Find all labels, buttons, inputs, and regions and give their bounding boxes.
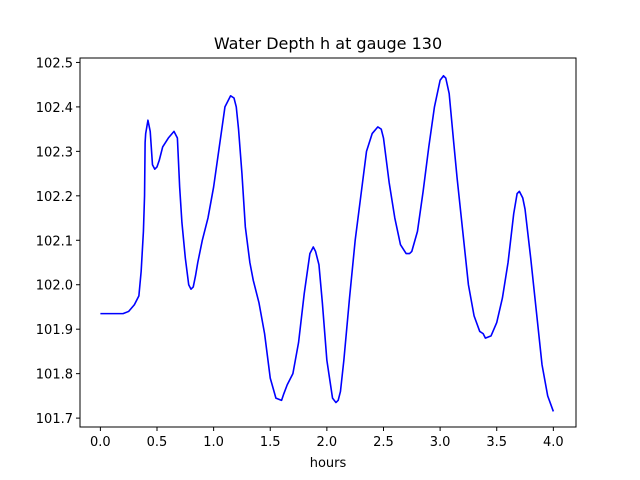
x-tick-label: 1.0: [203, 435, 224, 450]
y-tick-label: 102.4: [36, 101, 73, 116]
y-tick-label: 102.5: [36, 56, 73, 71]
x-tick-label: 2.5: [373, 435, 394, 450]
x-axis: 0.0 0.5 1.0 1.5 2.0 2.5 3.0 3.5 4.0: [90, 427, 564, 450]
x-tick-label: 3.5: [486, 435, 507, 450]
plot-frame: [79, 57, 577, 428]
y-tick-label: 101.8: [36, 368, 73, 383]
x-axis-label: hours: [310, 456, 347, 471]
y-axis: 101.7 101.8 101.9 102.0 102.1 102.2 102.3 102.4…: [36, 56, 80, 427]
y-tick-label: 101.7: [36, 412, 73, 427]
plot-area: [100, 74, 555, 412]
x-tick-label: 3.0: [430, 435, 451, 450]
chart-title: Water Depth h at gauge 130: [214, 34, 442, 53]
y-tick-label: 102.0: [36, 279, 73, 294]
y-tick-label: 102.3: [36, 145, 73, 160]
y-tick-label: 102.2: [36, 190, 73, 205]
y-tick-label: 102.1: [36, 234, 73, 249]
y-tick-label: 101.9: [36, 323, 73, 338]
series-line-0: [100, 74, 555, 412]
x-tick-label: 1.5: [260, 435, 281, 450]
x-tick-label: 0.0: [90, 435, 111, 450]
x-tick-label: 2.0: [317, 435, 338, 450]
x-tick-label: 4.0: [543, 435, 564, 450]
x-tick-label: 0.5: [147, 435, 168, 450]
